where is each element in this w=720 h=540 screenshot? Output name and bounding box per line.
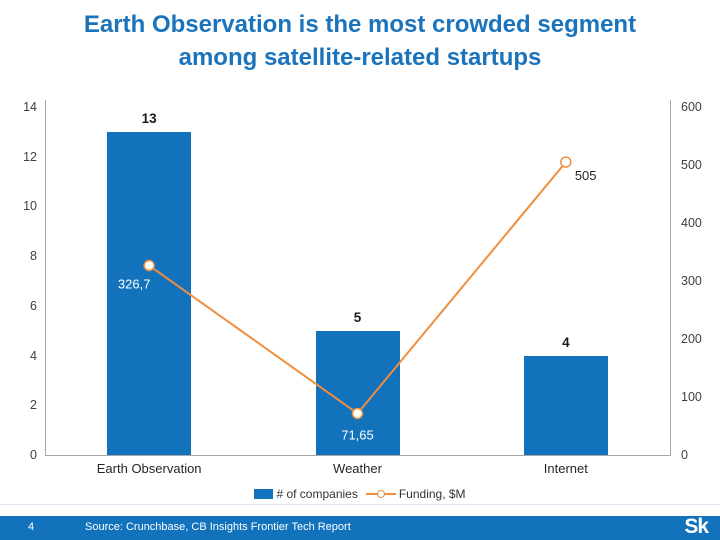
bar-internet — [523, 355, 608, 455]
slide-title: Earth Observation is the most crowded se… — [0, 8, 720, 74]
category-label: Earth Observation — [96, 461, 202, 476]
left-axis-tick: 10 — [23, 199, 37, 214]
funding-value-label: 71,65 — [341, 427, 374, 442]
right-axis-tick: 400 — [681, 216, 702, 230]
bar-swatch-icon — [254, 489, 274, 499]
legend-label-companies: # of companies — [276, 487, 358, 501]
bar-value-label: 5 — [353, 309, 362, 325]
category-label: Internet — [543, 461, 588, 476]
funding-value-label: 505 — [575, 168, 597, 183]
left-axis-tick: 4 — [30, 348, 37, 363]
right-axis-line — [670, 100, 671, 455]
right-axis-tick: 0 — [681, 448, 688, 462]
left-axis-tick: 0 — [30, 448, 37, 462]
funding-marker — [351, 407, 364, 420]
right-axis-tick: 600 — [681, 100, 702, 114]
bar-earth-observation — [107, 131, 192, 455]
source-text: Source: Crunchbase, CB Insights Frontier… — [85, 521, 351, 533]
funding-value-label: 326,7 — [118, 277, 151, 292]
category-label: Weather — [333, 461, 382, 476]
line-marker-swatch-icon — [365, 489, 396, 499]
bar-value-label: 13 — [141, 110, 157, 126]
right-axis-tick: 200 — [681, 332, 702, 346]
footer-bar: 4 Source: Crunchbase, CB Insights Fronti… — [0, 515, 720, 540]
funding-marker — [560, 156, 572, 168]
title-line-1: Earth Observation is the most crowded se… — [0, 8, 720, 41]
legend: # of companies Funding, $M — [0, 487, 720, 501]
funding-marker — [143, 259, 155, 272]
page-number: 4 — [28, 521, 35, 533]
legend-label-funding: Funding, $M — [398, 487, 466, 501]
x-axis-line — [45, 455, 671, 456]
right-axis-tick: 300 — [681, 274, 702, 288]
left-axis-tick: 14 — [23, 100, 37, 114]
sk-logo: Sk — [684, 515, 709, 538]
left-axis-tick: 8 — [30, 249, 37, 264]
title-line1-pre: Earth Observation is the — [83, 11, 368, 38]
left-axis-tick: 12 — [23, 149, 37, 164]
right-axis-tick: 500 — [681, 158, 702, 172]
left-axis-line — [45, 100, 46, 455]
legend-item-companies: # of companies — [254, 487, 358, 501]
right-axis-tick: 100 — [681, 390, 702, 404]
footer-separator — [0, 504, 720, 505]
funding-line-series: 326,7 71,65 505 — [118, 156, 597, 442]
legend-item-funding: Funding, $M — [365, 487, 466, 501]
title-line1-bold: most crowded — [368, 11, 531, 38]
left-axis-tick: 6 — [30, 298, 37, 313]
funding-line — [148, 161, 567, 415]
title-line1-post: segment — [530, 11, 637, 38]
title-line-2: among satellite-related startups — [178, 44, 542, 71]
left-axis-tick: 2 — [30, 398, 37, 413]
bar-value-label: 4 — [562, 334, 570, 350]
